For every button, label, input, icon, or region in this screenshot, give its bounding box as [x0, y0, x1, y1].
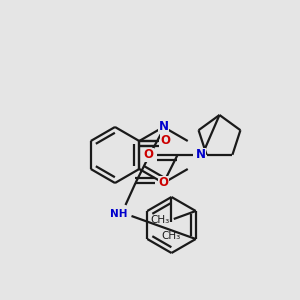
Text: N: N: [158, 121, 169, 134]
Text: O: O: [143, 148, 154, 161]
Text: O: O: [158, 176, 169, 190]
Text: N: N: [196, 148, 206, 161]
Text: CH₃: CH₃: [150, 215, 170, 225]
Text: CH₃: CH₃: [162, 231, 181, 241]
Text: O: O: [160, 134, 170, 148]
Text: NH: NH: [110, 209, 127, 219]
